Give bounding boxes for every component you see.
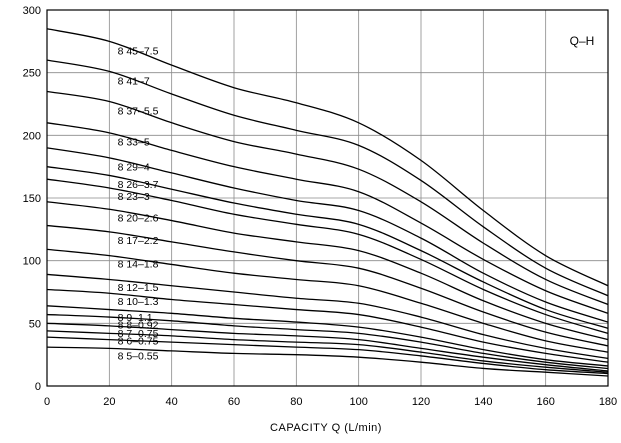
series-line-16: [46, 336, 609, 375]
y-tick-label: 300: [23, 5, 41, 17]
curve-label-1: 8 41–7: [118, 76, 150, 88]
curve-label-5: 8 26–3.7: [118, 179, 159, 191]
curve-label-9: 8 14–1.8: [118, 259, 159, 271]
series-line-15: [46, 330, 609, 373]
series-line-11: [46, 288, 609, 363]
curve-label-8: 8 17–2.2: [118, 235, 159, 247]
series-line-3: [46, 122, 609, 314]
series-line-10: [46, 273, 609, 360]
series-line-2: [46, 90, 609, 306]
series-line-1: [46, 59, 609, 297]
x-tick-label: 40: [166, 396, 178, 408]
curve-label-7: 8 20–2.6: [118, 212, 159, 224]
curve-label-11: 8 10–1.3: [118, 296, 159, 308]
x-tick-label: 20: [103, 396, 115, 408]
series-line-7: [46, 201, 609, 341]
x-tick-label: 180: [599, 396, 617, 408]
x-tick-label: 80: [290, 396, 302, 408]
series-line-0: [46, 28, 609, 287]
y-tick-label: 250: [23, 68, 41, 80]
series-line-9: [46, 248, 609, 353]
y-tick-label: 200: [23, 130, 41, 142]
series-line-13: [46, 313, 609, 370]
x-tick-label: 60: [228, 396, 240, 408]
curve-label-0: 8 45–7.5: [118, 46, 159, 58]
series-line-14: [46, 322, 609, 372]
x-tick-label: 120: [412, 396, 430, 408]
curve-labels: 8 45–7.5 8 41–7 8 37–5.5 8 33–5 8 29–4 8 26–3…: [118, 46, 159, 363]
x-tick-label: 0: [44, 396, 50, 408]
curve-label-6: 8 23–3: [118, 191, 150, 203]
curve-label-12: 8 9–1.1: [118, 312, 153, 324]
grid: [47, 10, 608, 386]
chart-tag: Q–H: [570, 34, 595, 48]
curve-label-3: 8 33–5: [118, 137, 150, 149]
series-line-12: [46, 305, 609, 367]
x-axis-title: CAPACITY Q (L/min): [270, 422, 382, 434]
series-line-6: [46, 178, 609, 334]
y-tick-label: 100: [23, 256, 41, 268]
series-line-5: [46, 166, 609, 329]
y-tick-label: 150: [23, 193, 41, 205]
curve-label-15: 8 6–0.75: [118, 336, 159, 348]
x-tick-label: 140: [474, 396, 492, 408]
curve-label-10: 8 12–1.5: [118, 282, 159, 294]
plot-frame: [46, 9, 609, 387]
x-tick-labels: 0 20 40 60 80 100 120 140 160 180: [44, 396, 617, 408]
curve-label-17: 8 5–0.55: [118, 351, 159, 363]
series-line-17: [46, 346, 609, 377]
plot-border: [46, 9, 609, 387]
y-tick-label: 50: [29, 318, 41, 330]
curve-label-4: 8 29–4: [118, 161, 150, 173]
curves: [46, 28, 609, 377]
series-line-8: [46, 224, 609, 347]
curve-label-14: 8 7–0.75: [118, 328, 159, 340]
curve-label-13: 8 8–0.92: [118, 319, 159, 331]
series-line-4: [46, 147, 609, 323]
y-tick-labels: 0 50 100 150 200 250 300: [23, 5, 41, 393]
x-tick-label: 100: [349, 396, 367, 408]
curve-label-2: 8 37–5.5: [118, 106, 159, 118]
x-tick-label: 160: [536, 396, 554, 408]
y-tick-label: 0: [35, 381, 41, 393]
